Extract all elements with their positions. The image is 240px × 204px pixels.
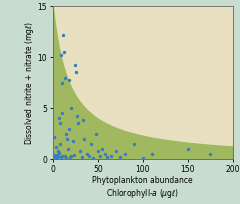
Point (65, 137, 69, 140)
Point (61, 33, 65, 36)
Point (80, 155, 84, 159)
Point (54, 154, 57, 158)
X-axis label: Phytoplankton abundance
Chlorophyll-$\bf\it{a}$ ($\mu$g$\it{\ell}$): Phytoplankton abundance Chlorophyll-$\bf… (92, 176, 193, 200)
Point (54, 156, 58, 160)
Point (132, 142, 136, 145)
Point (208, 152, 212, 156)
Point (52, 135, 56, 138)
Point (59, 53, 63, 57)
Point (58, 142, 62, 145)
Point (60, 112, 64, 115)
Point (63, 154, 67, 158)
Point (105, 155, 109, 159)
Point (96, 149, 100, 153)
Point (118, 155, 122, 159)
Point (123, 152, 127, 156)
Point (69, 106, 73, 110)
Point (57, 151, 61, 155)
Point (114, 149, 118, 153)
Point (63, 76, 66, 79)
Point (141, 156, 145, 160)
Point (57, 117, 61, 120)
Point (72, 153, 75, 157)
Point (87, 154, 91, 158)
Point (64, 156, 68, 160)
Point (60, 81, 64, 84)
Point (67, 127, 71, 130)
Point (82, 137, 86, 140)
Point (98, 154, 102, 158)
Point (58, 122, 62, 125)
Point (53, 155, 57, 159)
Point (68, 155, 72, 159)
Y-axis label: Dissolved nitrite + nitrate (mg$\it{\ell}$): Dissolved nitrite + nitrate (mg$\it{\ell… (23, 21, 36, 145)
Point (81, 119, 84, 122)
Point (60, 154, 64, 158)
Point (94, 132, 98, 135)
Point (85, 152, 89, 156)
Point (75, 115, 79, 118)
Point (73, 64, 77, 67)
Point (55, 155, 59, 159)
Point (56, 149, 60, 153)
Point (55, 153, 59, 157)
Point (53, 153, 57, 157)
Point (186, 147, 190, 151)
Point (67, 78, 71, 81)
Point (64, 132, 68, 135)
Point (100, 147, 104, 151)
Point (103, 152, 107, 156)
Point (74, 71, 78, 74)
Point (69, 154, 73, 158)
Point (62, 50, 66, 54)
Point (91, 156, 95, 160)
Point (59, 155, 63, 159)
Point (109, 154, 113, 158)
Point (56, 154, 60, 158)
Point (71, 139, 74, 142)
Point (66, 147, 70, 151)
Point (150, 152, 154, 156)
Point (78, 149, 82, 153)
Point (76, 122, 80, 125)
Point (54, 145, 58, 149)
Point (89, 142, 92, 145)
